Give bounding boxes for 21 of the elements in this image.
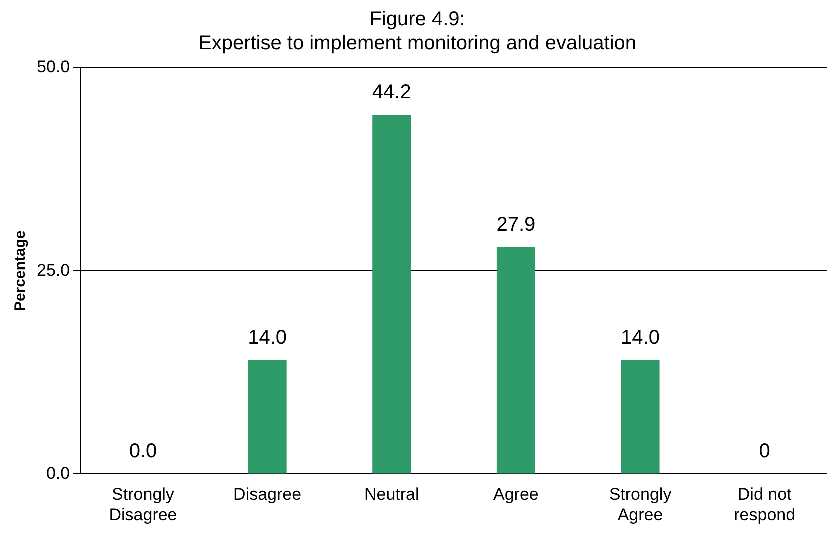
bar bbox=[248, 360, 287, 474]
data-label: 0.0 bbox=[129, 440, 158, 463]
x-tick-label: Disagree bbox=[234, 485, 302, 504]
data-label: 0 bbox=[759, 440, 770, 463]
x-tick-label: Neutral bbox=[364, 485, 420, 504]
data-label: 14.0 bbox=[621, 326, 660, 349]
bar bbox=[372, 115, 412, 474]
data-label: 44.2 bbox=[372, 82, 412, 104]
data-label: 14.0 bbox=[248, 326, 288, 349]
x-tick-label: Strongly Agree bbox=[609, 485, 672, 524]
bar bbox=[621, 360, 660, 474]
y-axis-title: Percentage bbox=[12, 230, 30, 312]
x-tick-label: Did not respond bbox=[734, 485, 796, 524]
x-tick-label: Agree bbox=[494, 485, 539, 504]
y-tick-label: 0.0 bbox=[46, 464, 70, 483]
data-label: 27.9 bbox=[496, 214, 536, 236]
y-tick-label: 50.0 bbox=[36, 58, 70, 77]
y-tick-label: 25.0 bbox=[36, 260, 70, 280]
chart-title: Figure 4.9: Expertise to implement monitoring and evaluation bbox=[198, 8, 637, 55]
x-tick-label: Strongly Disagree bbox=[109, 485, 178, 524]
bar bbox=[496, 248, 536, 474]
